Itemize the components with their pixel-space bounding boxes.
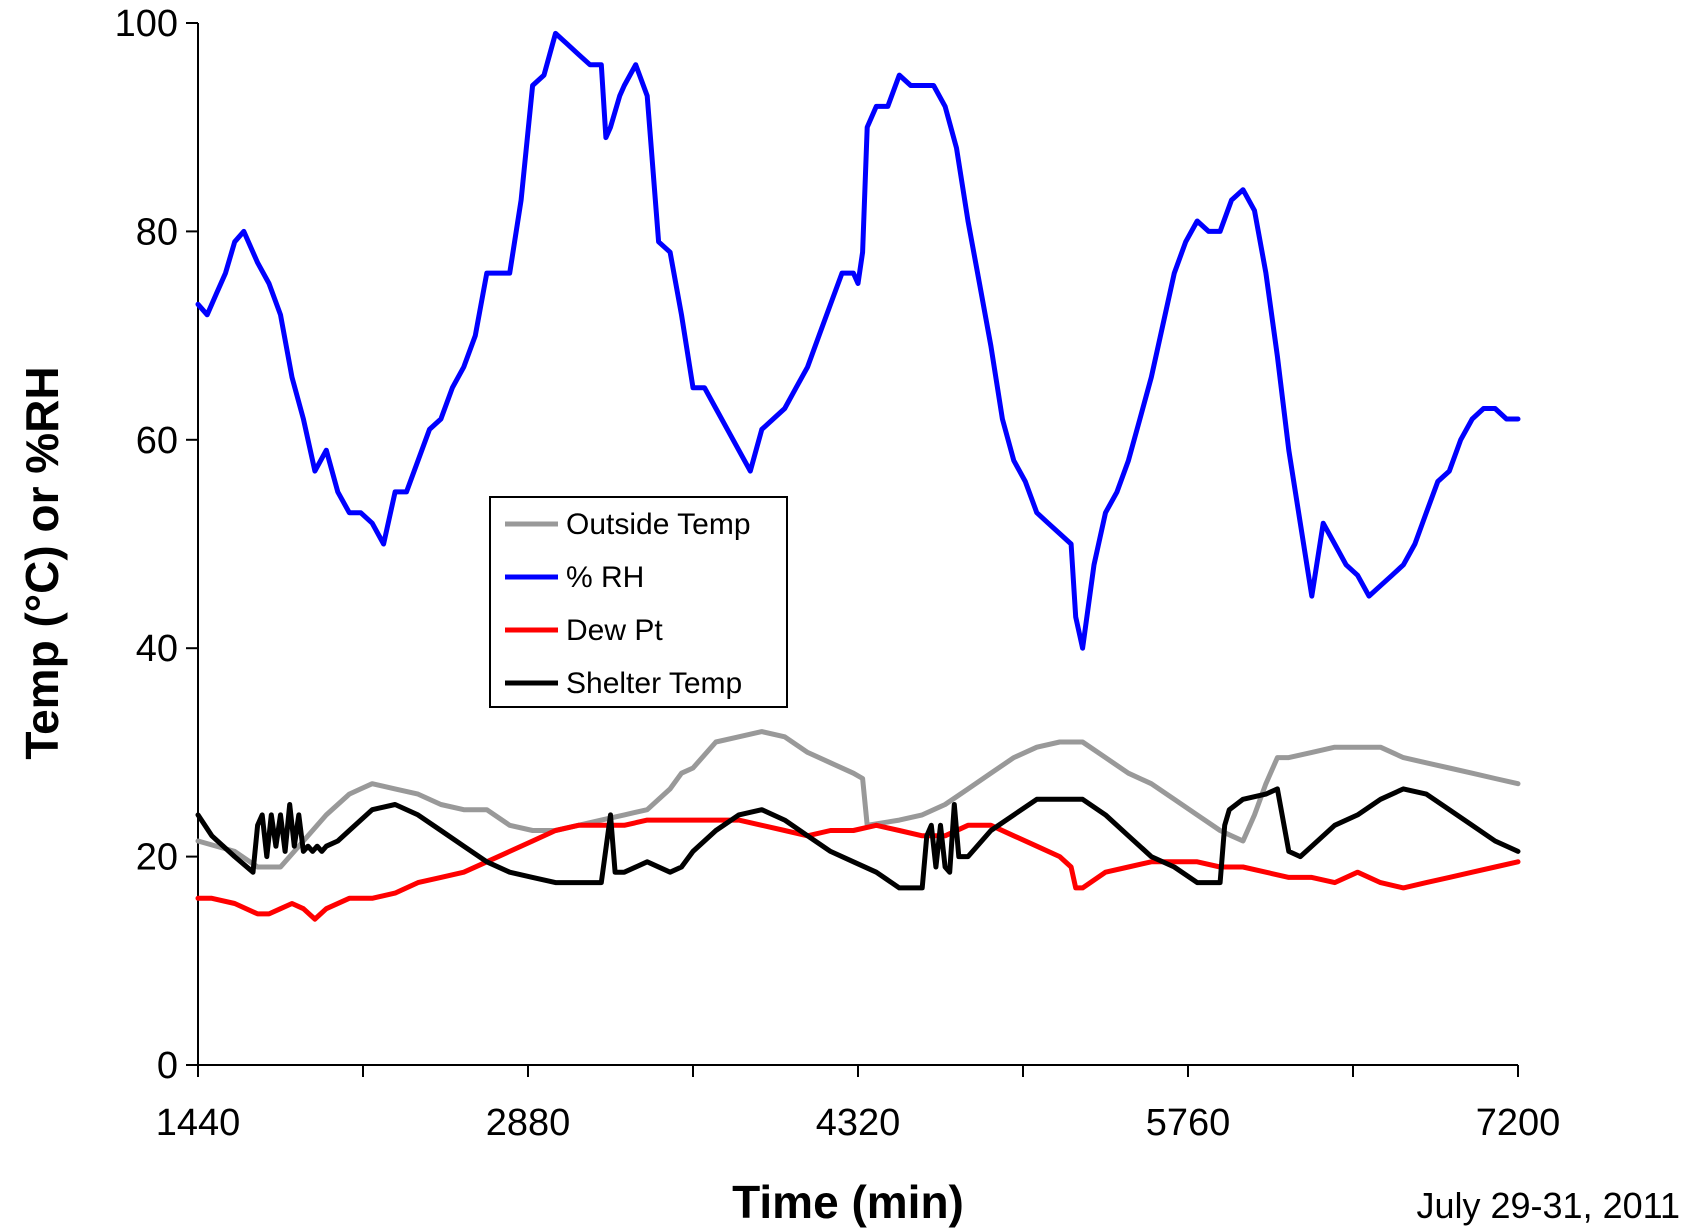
- y-tick-label: 80: [136, 211, 178, 253]
- y-tick-label: 100: [115, 3, 178, 45]
- legend-label: Shelter Temp: [566, 667, 742, 700]
- y-axis-title: Temp (°C) or %RH: [16, 366, 68, 759]
- series-layer: [195, 30, 1521, 922]
- series-line-outside-temp: [195, 729, 1521, 870]
- y-tick-label: 40: [136, 628, 178, 670]
- x-tick-label: 1440: [156, 1102, 241, 1144]
- series-line-shelter-temp: [195, 786, 1521, 891]
- y-tick-label: 20: [136, 837, 178, 879]
- series-line-dew-pt: [195, 817, 1521, 922]
- date-annotation: July 29-31, 2011: [1416, 1185, 1680, 1226]
- legend-box: [489, 496, 788, 708]
- legend-label: % RH: [566, 561, 644, 594]
- x-tick-label: 2880: [486, 1102, 571, 1144]
- legend: Outside Temp % RH Dew Pt Shelter Temp: [489, 496, 788, 708]
- y-tick-label: 60: [136, 420, 178, 462]
- legend-label: Outside Temp: [566, 508, 751, 541]
- x-tick-label: 4320: [816, 1102, 901, 1144]
- y-axis: 0 20 40 60 80 100: [115, 3, 199, 1087]
- x-axis: 1440 2880 4320 5760 7200: [156, 1064, 1561, 1144]
- x-axis-title: Time (min): [732, 1176, 964, 1228]
- x-tick-label: 7200: [1476, 1102, 1561, 1144]
- legend-label: Dew Pt: [566, 614, 663, 647]
- series-line-rh: [195, 30, 1521, 651]
- x-tick-label: 5760: [1146, 1102, 1231, 1144]
- y-tick-label: 0: [157, 1045, 178, 1087]
